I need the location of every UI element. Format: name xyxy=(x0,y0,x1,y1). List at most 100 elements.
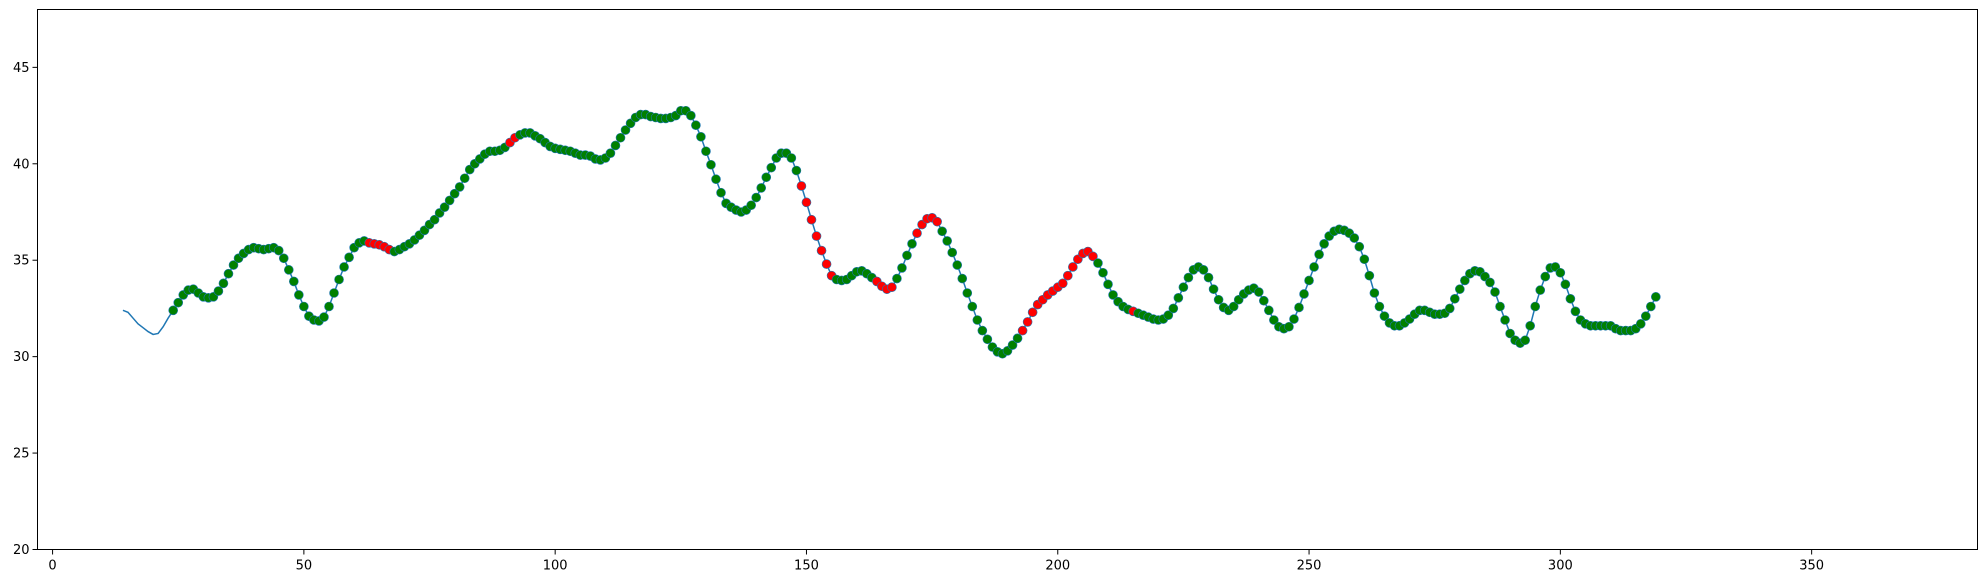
marker-point-green xyxy=(228,260,239,270)
marker-point-green xyxy=(1540,271,1551,282)
marker-point-green xyxy=(1289,314,1299,324)
y-tick-label: 30 xyxy=(13,350,30,365)
marker-point-green xyxy=(454,182,465,192)
marker-point-green xyxy=(1012,333,1023,344)
marker-point-green xyxy=(1304,275,1314,286)
marker-point-green xyxy=(982,334,993,345)
marker-point-green xyxy=(1173,293,1184,303)
marker-point-green xyxy=(1369,288,1380,298)
marker-point-red xyxy=(912,228,922,239)
marker-point-green xyxy=(1555,267,1566,278)
marker-point-red xyxy=(811,231,822,241)
marker-point-red xyxy=(1088,251,1098,262)
marker-point-green xyxy=(283,265,294,275)
marker-point-green xyxy=(711,174,721,185)
marker-point-green xyxy=(751,192,762,203)
marker-point-green xyxy=(1178,282,1189,293)
marker-point-green xyxy=(459,173,470,184)
y-tick-label: 45 xyxy=(13,61,30,76)
plot-frame xyxy=(37,9,1978,550)
marker-point-green xyxy=(294,290,304,300)
y-tick-label: 20 xyxy=(13,543,30,558)
x-tick-label: 0 xyxy=(48,559,56,574)
marker-point-green xyxy=(892,273,902,284)
marker-point-green xyxy=(1314,249,1324,260)
marker-point-green xyxy=(1163,310,1174,320)
x-tick-label: 350 xyxy=(1799,559,1824,574)
marker-point-green xyxy=(1299,289,1309,299)
marker-point-green xyxy=(977,325,988,336)
marker-point-green xyxy=(706,159,716,170)
marker-point-green xyxy=(1264,305,1274,316)
marker-point-green xyxy=(168,305,178,316)
marker-point-green xyxy=(1254,287,1264,297)
marker-point-green xyxy=(173,297,184,308)
marker-point-green xyxy=(1450,293,1460,304)
marker-point-red xyxy=(1027,307,1038,318)
marker-point-green xyxy=(756,183,767,193)
marker-point-green xyxy=(1455,284,1465,294)
marker-point-green xyxy=(1485,277,1495,288)
marker-point-green xyxy=(1309,262,1319,272)
marker-point-green xyxy=(1349,233,1360,243)
y-tick-label: 25 xyxy=(13,447,30,462)
marker-point-green xyxy=(791,165,802,176)
marker-point-green xyxy=(1560,279,1571,290)
marker-point-green xyxy=(334,274,344,285)
marker-point-green xyxy=(1530,301,1541,312)
marker-point-green xyxy=(1490,287,1500,297)
marker-point-green xyxy=(897,263,907,273)
marker-point-red xyxy=(796,181,807,191)
marker-point-green xyxy=(223,268,234,279)
marker-point-green xyxy=(278,253,289,264)
marker-point-green xyxy=(1646,301,1656,312)
marker-point-green xyxy=(1364,270,1375,281)
marker-point-green xyxy=(1093,258,1103,268)
marker-point-green xyxy=(273,245,284,256)
marker-point-green xyxy=(746,200,756,211)
marker-point-green xyxy=(766,162,777,173)
marker-point-green xyxy=(429,214,440,225)
marker-point-green xyxy=(329,288,339,298)
x-axis-ticks: 0 50 100 150 200 250 300 350 xyxy=(48,549,1824,574)
marker-point-red xyxy=(821,259,832,269)
marker-point-green xyxy=(289,276,299,287)
marker-point-green xyxy=(1374,301,1385,312)
marker-point-green xyxy=(967,301,978,312)
marker-point-green xyxy=(1444,303,1455,314)
marker-point-green xyxy=(952,260,963,270)
marker-point-green xyxy=(299,301,309,312)
marker-point-green xyxy=(1500,315,1510,325)
marker-point-red xyxy=(1057,278,1068,289)
marker-point-green xyxy=(1108,290,1118,300)
marker-point-green xyxy=(1379,311,1390,321)
marker-point-red xyxy=(1063,270,1073,281)
x-tick-label: 150 xyxy=(794,559,819,574)
marker-point-green xyxy=(691,120,701,131)
marker-point-green xyxy=(1651,292,1661,302)
marker-point-red xyxy=(1017,325,1028,336)
x-tick-label: 50 xyxy=(296,559,313,574)
marker-point-green xyxy=(319,312,329,322)
y-axis-ticks: 20 25 30 35 40 45 xyxy=(13,61,38,558)
series-layer xyxy=(122,105,1661,359)
marker-point-green xyxy=(1284,321,1294,332)
marker-point-green xyxy=(444,195,455,206)
marker-point-green xyxy=(907,239,917,249)
marker-point-green xyxy=(947,247,958,258)
marker-point-green xyxy=(1525,320,1535,331)
marker-point-green xyxy=(1007,340,1018,350)
x-tick-label: 200 xyxy=(1045,559,1070,574)
axes-layer xyxy=(37,9,1978,550)
marker-point-green xyxy=(1103,279,1113,290)
marker-point-green xyxy=(972,315,983,325)
marker-point-green xyxy=(218,278,229,289)
marker-point-green xyxy=(344,252,354,263)
marker-point-green xyxy=(1520,335,1530,346)
marker-point-green xyxy=(1198,265,1209,275)
x-tick-label: 300 xyxy=(1548,559,1573,574)
x-tick-label: 250 xyxy=(1297,559,1322,574)
marker-point-green xyxy=(937,226,947,237)
marker-point-green xyxy=(1294,302,1304,313)
